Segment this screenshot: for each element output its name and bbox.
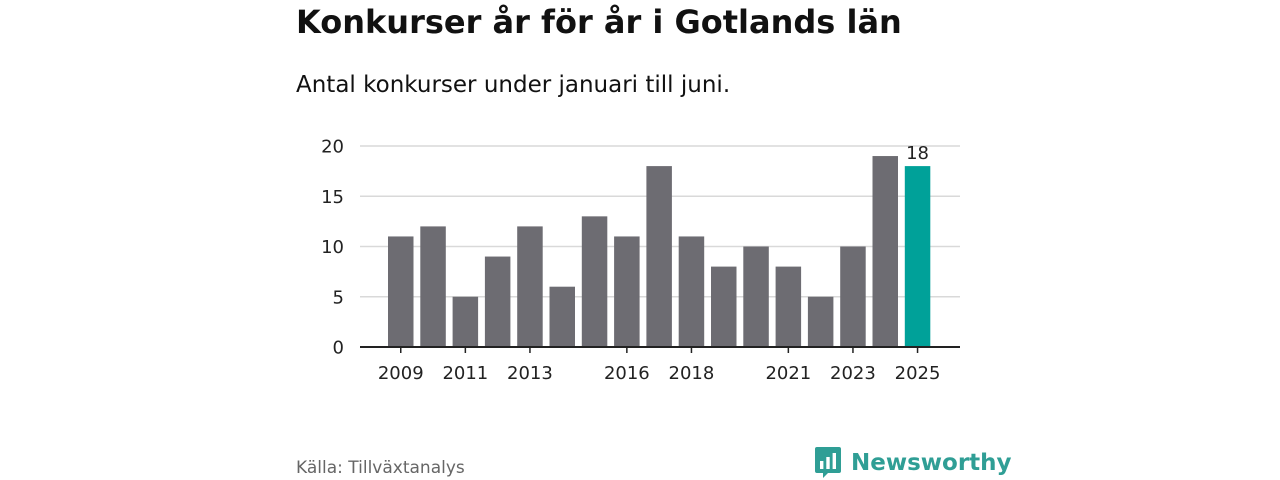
- data-label-2025: 18: [906, 143, 929, 164]
- bar-2023: [840, 246, 866, 347]
- y-tick-label: 10: [321, 237, 344, 258]
- x-tick-label: 2025: [895, 363, 941, 384]
- chart-subtitle: Antal konkurser under januari till juni.: [296, 72, 731, 98]
- bar-2017: [646, 166, 672, 347]
- x-tick-label: 2011: [442, 363, 488, 384]
- newsworthy-chart-bubble-icon: [815, 447, 841, 478]
- bar-2019: [711, 266, 737, 347]
- bar-2020: [743, 246, 769, 347]
- bar-2011: [452, 296, 479, 347]
- y-tick-label: 15: [321, 187, 344, 208]
- data-labels: 18: [906, 143, 929, 164]
- brand-name: Newsworthy: [851, 449, 1012, 476]
- chart-title: Konkurser år för år i Gotlands län: [296, 3, 902, 41]
- bar-2014: [549, 286, 575, 347]
- y-tick-label: 5: [333, 287, 344, 308]
- bar-2009: [388, 236, 414, 347]
- bar-2015: [581, 216, 608, 347]
- bars: [388, 156, 931, 347]
- x-tick-label: 2018: [669, 363, 715, 384]
- y-tick-label: 20: [321, 137, 344, 158]
- x-tick-label: 2009: [378, 363, 424, 384]
- x-axis-tick-labels: 2009 2011 2013 2016 2018 2021 2023 2025: [378, 363, 941, 384]
- source-note: Källa: Tillväxtanalys: [296, 458, 465, 478]
- bar-2022: [807, 296, 834, 347]
- x-tick-label: 2021: [765, 363, 811, 384]
- bar-2021: [775, 266, 802, 347]
- bar-2013: [517, 226, 543, 347]
- newsworthy-logo: Newsworthy: [814, 446, 1012, 479]
- x-tick-label: 2016: [604, 363, 650, 384]
- y-tick-label: 0: [333, 338, 344, 359]
- bar-2016: [614, 236, 640, 347]
- x-axis: [360, 346, 960, 353]
- x-tick-label: 2023: [830, 363, 876, 384]
- bar-2012: [484, 256, 511, 347]
- bar-2010: [420, 226, 446, 347]
- x-tick-label: 2013: [507, 363, 553, 384]
- y-axis-tick-labels: 0 5 10 15 20: [321, 137, 344, 359]
- bar-2025: [904, 166, 931, 347]
- bar-2018: [678, 236, 705, 347]
- bar-2024: [872, 156, 898, 347]
